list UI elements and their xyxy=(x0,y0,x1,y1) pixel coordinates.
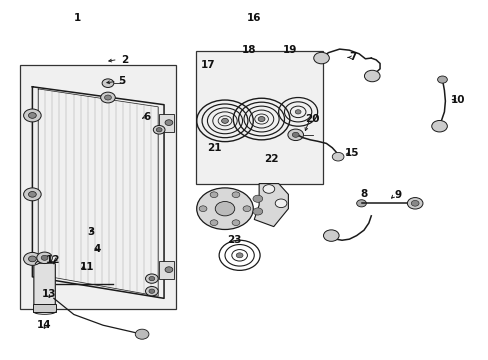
Circle shape xyxy=(37,252,52,264)
Circle shape xyxy=(41,255,48,260)
Text: 10: 10 xyxy=(450,95,465,105)
Text: 9: 9 xyxy=(394,190,401,200)
Circle shape xyxy=(431,121,447,132)
Circle shape xyxy=(145,274,158,283)
Circle shape xyxy=(196,188,253,229)
Text: 2: 2 xyxy=(121,54,128,64)
Circle shape xyxy=(23,109,41,122)
Circle shape xyxy=(275,199,286,208)
Text: 4: 4 xyxy=(93,244,100,254)
Circle shape xyxy=(410,201,418,206)
Circle shape xyxy=(102,79,114,87)
Circle shape xyxy=(292,132,299,137)
Circle shape xyxy=(236,253,243,258)
Text: 7: 7 xyxy=(349,51,356,62)
Text: 22: 22 xyxy=(264,154,279,164)
Text: 11: 11 xyxy=(80,262,95,272)
Circle shape xyxy=(149,276,155,281)
Circle shape xyxy=(28,192,36,197)
Circle shape xyxy=(210,192,218,198)
Text: 21: 21 xyxy=(206,143,221,153)
Text: 23: 23 xyxy=(227,235,242,245)
Circle shape xyxy=(331,152,343,161)
Bar xyxy=(159,261,173,279)
FancyBboxPatch shape xyxy=(34,263,55,305)
Bar xyxy=(20,65,176,309)
Circle shape xyxy=(243,206,250,212)
Circle shape xyxy=(23,188,41,201)
Text: 15: 15 xyxy=(344,148,358,158)
Circle shape xyxy=(28,113,36,118)
Circle shape xyxy=(135,329,149,339)
Circle shape xyxy=(323,230,338,241)
Circle shape xyxy=(199,206,206,212)
Circle shape xyxy=(232,220,240,225)
Circle shape xyxy=(101,92,115,103)
Text: 14: 14 xyxy=(37,320,52,330)
Circle shape xyxy=(156,128,162,132)
Circle shape xyxy=(252,195,262,202)
Polygon shape xyxy=(254,184,288,226)
Circle shape xyxy=(23,252,41,265)
Text: 20: 20 xyxy=(305,114,319,124)
Circle shape xyxy=(287,129,303,140)
Text: 1: 1 xyxy=(74,13,81,23)
Text: 19: 19 xyxy=(283,45,297,55)
Circle shape xyxy=(164,120,172,126)
Text: 8: 8 xyxy=(360,189,367,199)
Circle shape xyxy=(356,200,366,207)
Bar xyxy=(159,114,173,132)
Circle shape xyxy=(153,126,164,134)
Bar xyxy=(195,51,322,184)
Circle shape xyxy=(437,76,447,83)
Circle shape xyxy=(295,110,301,114)
Circle shape xyxy=(149,289,155,293)
Circle shape xyxy=(145,287,158,296)
Text: 6: 6 xyxy=(143,112,150,122)
Circle shape xyxy=(313,52,329,64)
Circle shape xyxy=(28,256,36,262)
Circle shape xyxy=(221,118,228,123)
Circle shape xyxy=(232,192,240,198)
Text: 16: 16 xyxy=(246,13,261,23)
Text: 12: 12 xyxy=(45,255,60,265)
Text: 18: 18 xyxy=(242,45,256,55)
Circle shape xyxy=(210,220,218,225)
Text: 3: 3 xyxy=(87,227,94,237)
Circle shape xyxy=(407,198,422,209)
Circle shape xyxy=(164,267,172,273)
Circle shape xyxy=(104,95,111,100)
Text: 13: 13 xyxy=(42,289,57,299)
Circle shape xyxy=(252,208,262,215)
Circle shape xyxy=(215,202,234,216)
Circle shape xyxy=(258,117,264,122)
Circle shape xyxy=(263,185,274,193)
Text: 17: 17 xyxy=(200,60,215,70)
Bar xyxy=(33,304,56,312)
Text: 5: 5 xyxy=(118,76,125,86)
Circle shape xyxy=(364,70,379,82)
